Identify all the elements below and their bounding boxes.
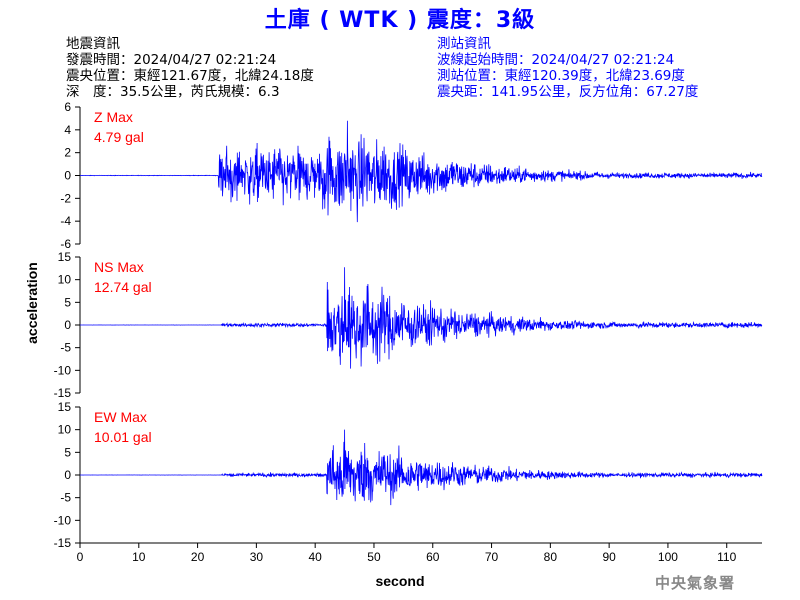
y-tick-label: 10 — [58, 423, 72, 437]
quake-info-heading: 地震資訊 — [66, 36, 120, 52]
x-tick-label: 90 — [602, 550, 616, 564]
y-tick-label: 10 — [58, 273, 72, 287]
y-axis-label: acceleration — [24, 262, 40, 344]
max-label-z: Z Max — [94, 109, 133, 125]
waveform-ns — [80, 267, 763, 369]
x-tick-label: 70 — [485, 550, 499, 564]
station-info-panel: 測站資訊 波線起始時間：2024/04/27 02:21:24 測站位置：東經1… — [437, 36, 698, 100]
y-tick-label: -5 — [60, 341, 71, 355]
y-tick-label: 2 — [64, 146, 71, 160]
y-tick-label: -15 — [54, 536, 72, 550]
y-tick-label: 15 — [58, 250, 72, 264]
waveform-ew — [79, 429, 763, 506]
epicentral-distance: 震央距：141.95公里，反方位角：67.27度 — [437, 84, 699, 100]
y-tick-label: 15 — [58, 400, 72, 414]
y-tick-label: 5 — [64, 445, 71, 459]
y-tick-label: 0 — [64, 318, 71, 332]
y-tick-label: 5 — [64, 295, 71, 309]
epicenter-location: 震央位置：東經121.67度，北緯24.18度 — [66, 68, 314, 84]
max-value-ew: 10.01 gal — [94, 429, 152, 445]
origin-time: 發震時間：2024/04/27 02:21:24 — [66, 52, 277, 68]
y-tick-label: -2 — [60, 191, 71, 205]
wave-start-time: 波線起始時間：2024/04/27 02:21:24 — [437, 52, 675, 68]
x-tick-label: 100 — [658, 550, 678, 564]
y-tick-label: 0 — [64, 468, 71, 482]
max-value-z: 4.79 gal — [94, 129, 144, 145]
x-tick-label: 110 — [717, 550, 736, 564]
x-tick-label: 10 — [132, 550, 146, 564]
max-value-ns: 12.74 gal — [94, 279, 152, 295]
x-tick-label: 60 — [426, 550, 440, 564]
waveform-z — [80, 120, 763, 223]
y-tick-label: -10 — [54, 363, 72, 377]
y-tick-label: -15 — [54, 386, 72, 400]
y-tick-label: 0 — [64, 169, 71, 183]
x-axis-label: second — [375, 573, 424, 589]
y-tick-label: -4 — [60, 214, 71, 228]
max-label-ew: EW Max — [94, 409, 147, 425]
x-tick-label: 50 — [367, 550, 381, 564]
quake-info-panel: 地震資訊 發震時間：2024/04/27 02:21:24 震央位置：東經121… — [66, 36, 314, 100]
max-label-ns: NS Max — [94, 259, 144, 275]
x-tick-label: 0 — [77, 550, 84, 564]
y-tick-label: -6 — [60, 237, 71, 251]
y-tick-label: 4 — [64, 123, 71, 137]
chart-title: 土庫 ( WTK ) 震度：3級 — [264, 8, 536, 33]
depth-magnitude: 深 度：35.5公里，芮氏規模：6.3 — [66, 84, 280, 100]
x-tick-label: 80 — [544, 550, 558, 564]
station-info-heading: 測站資訊 — [437, 36, 491, 52]
x-tick-label: 40 — [308, 550, 322, 564]
station-location: 測站位置：東經120.39度，北緯23.69度 — [437, 68, 685, 84]
y-tick-label: 6 — [64, 100, 71, 114]
y-tick-label: -10 — [54, 513, 72, 527]
x-tick-label: 30 — [250, 550, 264, 564]
agency-watermark: 中央氣象署 — [655, 574, 736, 592]
y-tick-label: -5 — [60, 491, 71, 505]
x-tick-label: 20 — [191, 550, 205, 564]
